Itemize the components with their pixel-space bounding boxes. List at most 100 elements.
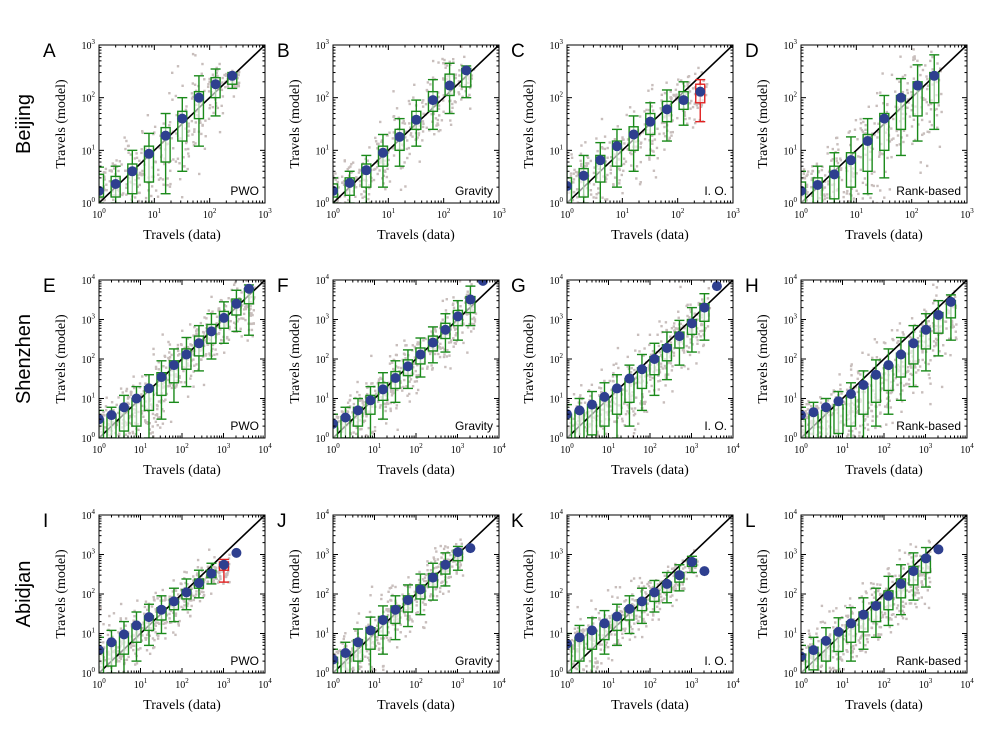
y-tick-label: 103 (550, 313, 564, 327)
scatter-point (462, 322, 465, 325)
scatter-point (392, 131, 396, 134)
scatter-point (444, 63, 447, 66)
scatter-point (797, 420, 799, 422)
scatter-point (103, 178, 106, 181)
box-iqr (833, 403, 844, 435)
scatter-point (587, 208, 589, 210)
scatter-point (385, 134, 389, 137)
scatter-point (421, 367, 424, 370)
scatter-point (854, 427, 857, 430)
scatter-point (114, 163, 117, 167)
scatter-point (190, 97, 194, 100)
scatter-point (129, 393, 133, 396)
scatter-point (928, 120, 931, 123)
scatter-point (621, 191, 624, 195)
scatter-point (885, 397, 889, 400)
box-4 (394, 117, 405, 167)
y-tick-label: 102 (550, 352, 564, 366)
scatter-point (638, 350, 641, 353)
scatter-point (352, 431, 355, 434)
scatter-point (609, 168, 613, 171)
panel-letter: C (511, 41, 525, 62)
mean-point (711, 281, 722, 292)
y-tick-label: 100 (316, 431, 330, 445)
scatter-point (693, 118, 696, 121)
scatter-point (102, 410, 105, 414)
scatter-point (359, 184, 362, 188)
scatter-point (830, 159, 833, 162)
scatter-point (656, 157, 659, 160)
scatter-point (361, 400, 365, 403)
scatter-point (630, 407, 634, 410)
box-iqr (808, 413, 819, 438)
scatter-point (939, 69, 942, 73)
scatter-point (458, 92, 461, 96)
scatter-point (663, 125, 666, 129)
scatter-point (158, 146, 161, 150)
scatter-point (161, 408, 164, 411)
scatter-point (447, 341, 451, 344)
scatter-point (695, 362, 698, 365)
scatter-point (682, 324, 685, 328)
scatter-point (449, 123, 453, 126)
scatter-point (402, 119, 405, 123)
scatter-point (237, 317, 241, 321)
scatter-point (601, 147, 604, 150)
scatter-point (604, 180, 608, 184)
scatter-point (358, 180, 362, 183)
scatter-point (795, 183, 797, 185)
scatter-point (426, 367, 429, 370)
scatter-point (620, 417, 624, 421)
box-7 (649, 342, 660, 397)
scatter-point (871, 415, 875, 418)
scatter-point (379, 120, 382, 124)
scatter-point (895, 129, 898, 133)
scatter-point (176, 346, 179, 350)
scatter-point (384, 409, 387, 413)
scatter-point (204, 119, 207, 122)
scatter-point (328, 423, 330, 425)
scatter-point (250, 312, 253, 315)
scatter-point (805, 199, 808, 202)
scatter-point (362, 420, 365, 424)
scatter-point (906, 82, 909, 85)
scatter-point (203, 334, 206, 337)
box-iqr (862, 133, 873, 172)
scatter-point (907, 378, 911, 381)
scatter-point (213, 353, 216, 357)
scatter-point (917, 340, 921, 343)
scatter-point (452, 302, 455, 305)
scatter-point (871, 356, 874, 360)
scatter-point (472, 322, 476, 326)
scatter-point (161, 333, 164, 336)
scatter-point (433, 133, 436, 136)
scatter-point (377, 378, 381, 381)
scatter-point (470, 330, 473, 333)
scatter-point (561, 181, 563, 183)
scatter-point (416, 341, 420, 344)
scatter-point (796, 413, 798, 415)
scatter-point (205, 317, 208, 320)
scatter-point (175, 385, 178, 388)
scatter-point (207, 90, 211, 93)
scatter-point (806, 408, 810, 411)
scatter-point (586, 155, 589, 158)
scatter-point (412, 96, 415, 99)
y-tick-label: 101 (316, 143, 330, 157)
scatter-point (215, 66, 218, 70)
scatter-point (922, 132, 926, 135)
scatter-point (651, 376, 654, 380)
mean-point (461, 65, 472, 76)
scatter-point (433, 327, 437, 330)
scatter-point (621, 388, 624, 391)
scatter-point (865, 183, 868, 187)
scatter-point (115, 403, 118, 407)
scatter-point (333, 175, 335, 178)
scatter-point (203, 147, 207, 150)
scatter-point (176, 343, 180, 347)
scatter-point (96, 199, 98, 201)
scatter-point (889, 391, 892, 395)
mean-point (661, 104, 672, 115)
scatter-point (934, 343, 938, 347)
scatter-point (674, 88, 678, 92)
